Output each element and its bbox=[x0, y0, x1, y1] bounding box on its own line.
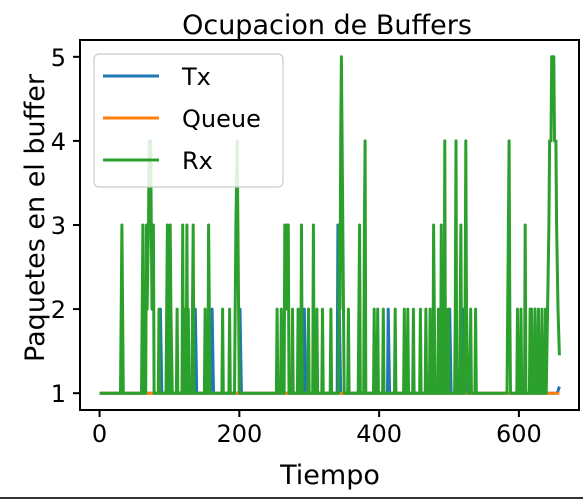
x-axis-label: Tiempo bbox=[279, 460, 380, 491]
x-tick-label: 0 bbox=[92, 420, 107, 448]
legend-box bbox=[93, 53, 284, 188]
y-axis-label: Paquetes en el buffer bbox=[20, 73, 51, 362]
y-tick-label: 5 bbox=[51, 44, 66, 72]
x-tick-label: 400 bbox=[356, 420, 402, 448]
legend: Tx Queue Rx bbox=[93, 53, 284, 188]
axis-ticks: 0 200 400 600 1 2 3 4 5 bbox=[51, 44, 542, 448]
chart-title: Ocupacion de Buffers bbox=[182, 10, 472, 41]
bottom-divider bbox=[0, 497, 583, 499]
legend-label-tx: Tx bbox=[181, 63, 211, 91]
y-tick-label: 3 bbox=[51, 212, 66, 240]
y-tick-label: 4 bbox=[51, 128, 66, 156]
legend-label-queue: Queue bbox=[182, 105, 261, 133]
y-tick-label: 2 bbox=[51, 296, 66, 324]
legend-label-rx: Rx bbox=[182, 147, 213, 175]
x-tick-label: 200 bbox=[216, 420, 262, 448]
series-line-rx bbox=[99, 55, 561, 395]
y-tick-label: 1 bbox=[51, 380, 66, 408]
x-tick-label: 600 bbox=[496, 420, 542, 448]
